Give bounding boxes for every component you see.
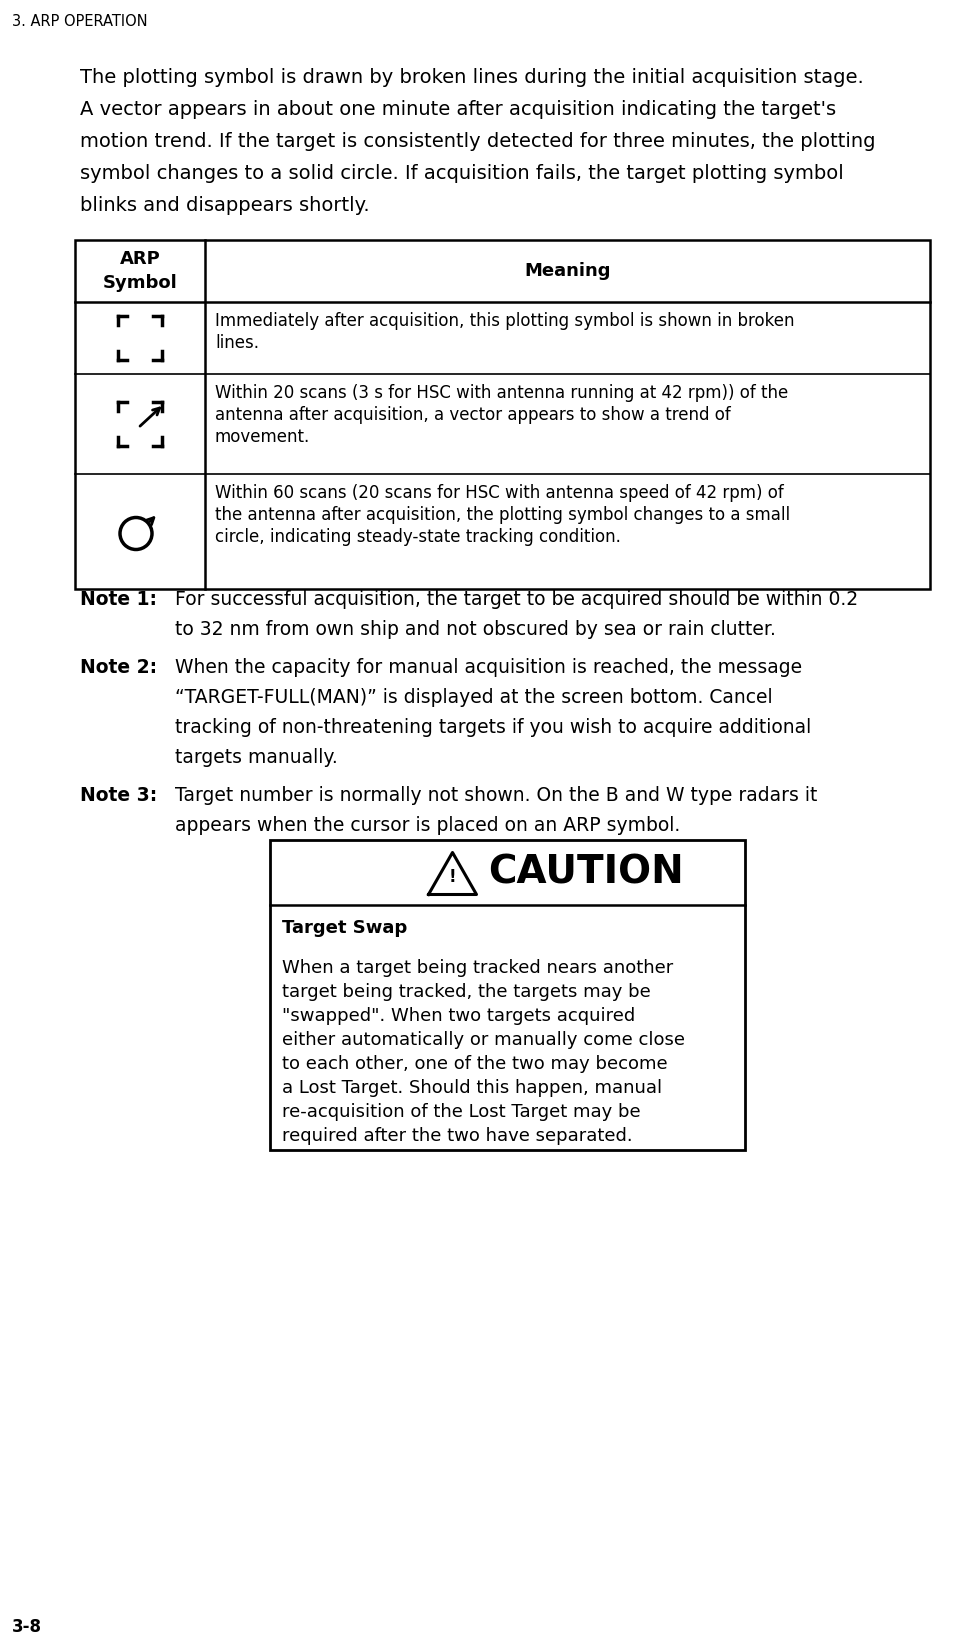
Text: blinks and disappears shortly.: blinks and disappears shortly. [80,196,370,215]
Text: symbol changes to a solid circle. If acquisition fails, the target plotting symb: symbol changes to a solid circle. If acq… [80,163,843,183]
Text: Note 2:: Note 2: [80,658,157,677]
Text: targets manually.: targets manually. [175,747,337,767]
Text: 3. ARP OPERATION: 3. ARP OPERATION [12,15,147,29]
Text: target being tracked, the targets may be: target being tracked, the targets may be [282,982,650,1000]
Text: The plotting symbol is drawn by broken lines during the initial acquisition stag: The plotting symbol is drawn by broken l… [80,69,864,86]
Text: either automatically or manually come close: either automatically or manually come cl… [282,1031,685,1049]
Text: a Lost Target. Should this happen, manual: a Lost Target. Should this happen, manua… [282,1079,662,1097]
Text: CAUTION: CAUTION [488,854,684,891]
Text: !: ! [448,868,456,886]
Text: re-acquisition of the Lost Target may be: re-acquisition of the Lost Target may be [282,1103,641,1121]
Text: Within 20 scans (3 s for HSC with antenna running at 42 rpm)) of the: Within 20 scans (3 s for HSC with antenn… [215,384,788,401]
Text: to each other, one of the two may become: to each other, one of the two may become [282,1054,668,1072]
Text: Target number is normally not shown. On the B and W type radars it: Target number is normally not shown. On … [175,787,817,805]
Text: “TARGET-FULL(MAN)” is displayed at the screen bottom. Cancel: “TARGET-FULL(MAN)” is displayed at the s… [175,689,772,707]
Bar [75,240,930,589]
Text: ARP
Symbol: ARP Symbol [102,250,177,292]
Text: Immediately after acquisition, this plotting symbol is shown in broken: Immediately after acquisition, this plot… [215,312,795,330]
Text: movement.: movement. [215,428,310,446]
Text: appears when the cursor is placed on an ARP symbol.: appears when the cursor is placed on an … [175,816,681,836]
Text: When the capacity for manual acquisition is reached, the message: When the capacity for manual acquisition… [175,658,802,677]
Text: A vector appears in about one minute after acquisition indicating the target's: A vector appears in about one minute aft… [80,100,837,119]
Bar [270,840,745,1151]
Text: antenna after acquisition, a vector appears to show a trend of: antenna after acquisition, a vector appe… [215,406,730,424]
Text: circle, indicating steady-state tracking condition.: circle, indicating steady-state tracking… [215,529,621,547]
Text: lines.: lines. [215,335,259,353]
Text: motion trend. If the target is consistently detected for three minutes, the plot: motion trend. If the target is consisten… [80,132,876,152]
Text: For successful acquisition, the target to be acquired should be within 0.2: For successful acquisition, the target t… [175,591,858,609]
Text: Note 1:: Note 1: [80,591,157,609]
Text: "swapped". When two targets acquired: "swapped". When two targets acquired [282,1007,636,1025]
Text: 3-8: 3-8 [12,1617,42,1632]
Text: to 32 nm from own ship and not obscured by sea or rain clutter.: to 32 nm from own ship and not obscured … [175,620,776,640]
Text: tracking of non-threatening targets if you wish to acquire additional: tracking of non-threatening targets if y… [175,718,811,738]
Text: Meaning: Meaning [525,263,610,281]
Text: Target Swap: Target Swap [282,919,408,937]
Text: required after the two have separated.: required after the two have separated. [282,1128,633,1146]
Text: the antenna after acquisition, the plotting symbol changes to a small: the antenna after acquisition, the plott… [215,506,790,524]
Text: Within 60 scans (20 scans for HSC with antenna speed of 42 rpm) of: Within 60 scans (20 scans for HSC with a… [215,485,784,503]
Text: Note 3:: Note 3: [80,787,157,805]
Text: When a target being tracked nears another: When a target being tracked nears anothe… [282,960,674,978]
